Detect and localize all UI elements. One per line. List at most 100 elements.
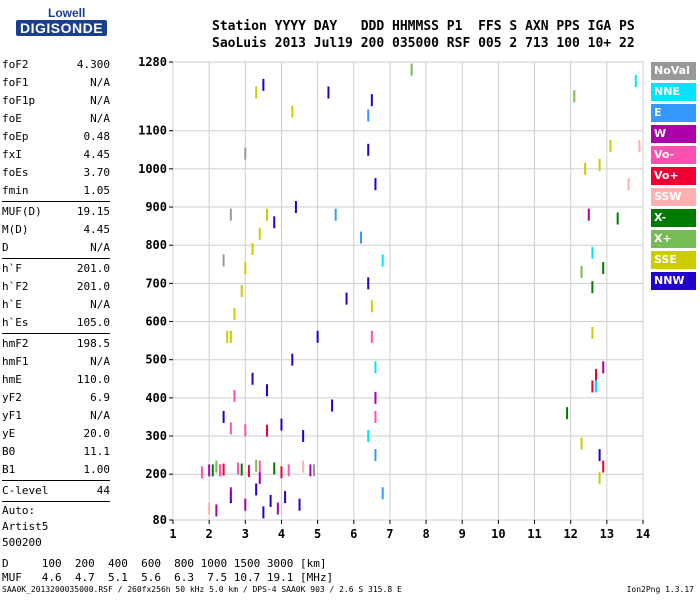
param-label: D xyxy=(2,241,9,254)
data-point xyxy=(244,147,247,160)
legend-entry: NoVal xyxy=(651,62,696,80)
param-row: foF1p N/A xyxy=(2,92,110,110)
data-point xyxy=(370,94,373,107)
data-point xyxy=(367,430,370,443)
y-tick-label: 600 xyxy=(145,315,167,329)
x-tick-label: 10 xyxy=(491,527,505,541)
y-tick-label: 200 xyxy=(145,467,167,481)
data-point xyxy=(255,459,258,472)
legend-entry: SSW xyxy=(651,188,696,206)
param-value: 1.05 xyxy=(83,184,111,197)
data-point xyxy=(309,464,312,477)
data-point xyxy=(634,75,637,88)
plot-area xyxy=(172,61,644,521)
header-line-labels: Station YYYY DAY DDD HHMMSS P1 FFS S AXN… xyxy=(212,19,635,34)
param-value: N/A xyxy=(90,76,110,89)
data-point xyxy=(602,460,605,473)
x-tick-label: 12 xyxy=(563,527,577,541)
data-point xyxy=(410,63,413,76)
data-point xyxy=(591,380,594,393)
param-value: 44 xyxy=(96,484,110,497)
y-tick-label: 300 xyxy=(145,429,167,443)
param-row: yF2 6.9 xyxy=(2,389,110,407)
scaled-parameters-panel: foF2 4.300 foF1 N/A foF1p N/A foE N/A foEp 0.48 fx… xyxy=(2,56,110,551)
x-tick-label: 1 xyxy=(169,527,176,541)
param-value: 20.0 xyxy=(83,427,111,440)
param-label: hmE xyxy=(2,373,22,386)
data-point xyxy=(222,463,225,476)
param-row: yE 20.0 xyxy=(2,425,110,443)
param-value: 0.48 xyxy=(83,130,111,143)
param-row: hmF1 N/A xyxy=(2,353,110,371)
x-tick-label: 3 xyxy=(242,527,249,541)
param-value: 6.9 xyxy=(90,391,110,404)
param-row: B0 11.1 xyxy=(2,443,110,461)
param-value: 1.00 xyxy=(83,463,111,476)
param-row: C-level 44 xyxy=(2,482,110,500)
param-row: foE N/A xyxy=(2,110,110,128)
x-tick-label: 13 xyxy=(600,527,614,541)
legend-entry: E xyxy=(651,104,696,122)
data-point xyxy=(627,178,630,191)
data-point xyxy=(240,463,243,476)
param-row: h`F2 201.0 xyxy=(2,278,110,296)
param-label: fmin xyxy=(2,184,29,197)
data-point xyxy=(258,472,261,485)
legend-entry: W xyxy=(651,125,696,143)
data-point xyxy=(291,353,294,366)
legend-entry: Vo+ xyxy=(651,167,696,185)
data-point xyxy=(374,410,377,423)
data-point xyxy=(229,422,232,435)
legend-entry: NNW xyxy=(651,272,696,290)
data-point xyxy=(211,464,214,477)
data-point xyxy=(208,502,211,515)
param-label: fxI xyxy=(2,148,22,161)
param-label: hmF2 xyxy=(2,337,29,350)
param-label: yF1 xyxy=(2,409,22,422)
param-row: D N/A xyxy=(2,239,110,257)
param-label: yF2 xyxy=(2,391,22,404)
param-label: M(D) xyxy=(2,223,29,236)
data-point xyxy=(262,78,265,91)
y-tick-label: 1100 xyxy=(138,124,167,138)
data-point xyxy=(262,506,265,519)
legend-entry: X- xyxy=(651,209,696,227)
autoscale-line: Artist5 xyxy=(2,520,49,533)
param-value: 198.5 xyxy=(76,337,110,350)
data-point xyxy=(229,208,232,221)
param-separator xyxy=(2,501,110,502)
param-label: foEp xyxy=(2,130,29,143)
footer-file-info: SAA0K_2013200035000.RSF / 260fx256h 50 k… xyxy=(2,585,402,594)
param-value: N/A xyxy=(90,94,110,107)
data-point xyxy=(374,449,377,462)
data-point xyxy=(302,460,305,473)
data-point xyxy=(251,243,254,256)
param-value: N/A xyxy=(90,355,110,368)
x-tick-label: 9 xyxy=(459,527,466,541)
data-point xyxy=(370,300,373,313)
param-label: B1 xyxy=(2,463,16,476)
data-point xyxy=(222,254,225,267)
param-label: h`F xyxy=(2,262,22,275)
data-point xyxy=(208,464,211,477)
param-value: N/A xyxy=(90,409,110,422)
param-row: foF1 N/A xyxy=(2,74,110,92)
param-row: yF1 N/A xyxy=(2,407,110,425)
param-label: foF1 xyxy=(2,76,29,89)
param-row: fxI 4.45 xyxy=(2,146,110,164)
param-value: 201.0 xyxy=(76,280,110,293)
data-point xyxy=(284,491,287,504)
data-point xyxy=(360,231,362,244)
data-point xyxy=(244,424,247,437)
data-point xyxy=(367,277,370,290)
data-point xyxy=(595,368,597,381)
muf-row: MUF 4.6 4.7 5.1 5.6 6.3 7.5 10.7 19.1 [M… xyxy=(2,571,334,584)
y-tick-label: 700 xyxy=(145,276,167,290)
legend-entry: X+ xyxy=(651,230,696,248)
x-tick-label: 5 xyxy=(314,527,321,541)
param-value: 19.15 xyxy=(76,205,110,218)
data-point xyxy=(313,464,315,477)
data-point xyxy=(251,372,254,385)
param-value: 3.70 xyxy=(83,166,111,179)
data-point xyxy=(233,307,236,320)
